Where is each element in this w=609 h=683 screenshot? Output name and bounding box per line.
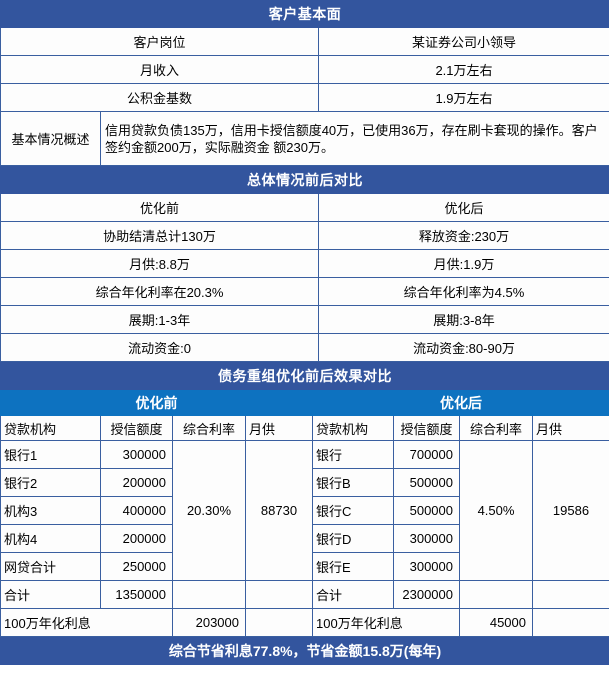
table-row: 月供:8.8万 月供:1.9万 <box>0 249 609 278</box>
table-row: 月收入 2.1万左右 <box>0 55 609 84</box>
after-total-amount: 2300000 <box>393 580 460 609</box>
after-amount-3: 300000 <box>393 524 460 553</box>
overall-title: 总体情况前后对比 <box>0 166 609 194</box>
overall-after-2: 综合年化利率为4.5% <box>318 277 609 306</box>
before-institution-2: 机构3 <box>0 496 101 525</box>
after-institution-1: 银行B <box>312 468 394 497</box>
before-total-rate-blank <box>172 580 246 609</box>
debt-detail-table: 债务重组优化前后效果对比 优化前 优化后 贷款机构 授信额度 综合利率 月供 贷… <box>0 362 609 665</box>
col-header-before-credit: 授信额度 <box>100 415 173 441</box>
basic-info-title: 客户基本面 <box>0 0 609 28</box>
before-interest-blank <box>245 608 313 637</box>
overall-title-row: 总体情况前后对比 <box>0 166 609 194</box>
col-header-after-payment: 月供 <box>532 415 609 441</box>
overall-after-4: 流动资金:80-90万 <box>318 333 609 362</box>
basic-summary-text: 信用贷款负债135万，信用卡授信额度40万，已使用36万，存在刷卡套现的操作。客… <box>100 111 609 166</box>
overall-after-0: 释放资金:230万 <box>318 221 609 250</box>
before-amount-3: 200000 <box>100 524 173 553</box>
after-institution-3: 银行D <box>312 524 394 553</box>
basic-row-label-1: 月收入 <box>0 55 319 84</box>
detail-title-row: 债务重组优化前后效果对比 <box>0 362 609 390</box>
before-total-label: 合计 <box>0 580 101 609</box>
basic-summary-row: 基本情况概述 信用贷款负债135万，信用卡授信额度40万，已使用36万，存在刷卡… <box>0 111 609 166</box>
before-amount-4: 250000 <box>100 552 173 581</box>
after-payment-value: 19586 <box>532 440 609 581</box>
table-row: 客户岗位 某证券公司小领导 <box>0 27 609 56</box>
after-institution-4: 银行E <box>312 552 394 581</box>
after-interest-label: 100万年化利息 <box>312 608 460 637</box>
before-interest-label: 100万年化利息 <box>0 608 173 637</box>
footer-row: 综合节省利息77.8%，节省金额15.8万(每年) <box>0 636 609 665</box>
after-rate-value: 4.50% <box>459 440 533 581</box>
overall-header-row: 优化前 优化后 <box>0 193 609 222</box>
table-row: 综合年化利率在20.3% 综合年化利率为4.5% <box>0 277 609 306</box>
after-total-rate-blank <box>459 580 533 609</box>
basic-summary-label: 基本情况概述 <box>0 111 101 166</box>
before-institution-0: 银行1 <box>0 440 101 469</box>
col-header-after-credit: 授信额度 <box>393 415 460 441</box>
after-amount-4: 300000 <box>393 552 460 581</box>
table-row: 银行2 200000 银行B 500000 <box>0 468 609 497</box>
detail-title: 债务重组优化前后效果对比 <box>0 362 609 390</box>
savings-summary: 综合节省利息77.8%，节省金额15.8万(每年) <box>0 636 609 665</box>
before-amount-2: 400000 <box>100 496 173 525</box>
before-institution-3: 机构4 <box>0 524 101 553</box>
after-total-label: 合计 <box>312 580 394 609</box>
table-row: 机构3 400000 银行C 500000 <box>0 496 609 525</box>
table-row: 展期:1-3年 展期:3-8年 <box>0 305 609 334</box>
table-row: 流动资金:0 流动资金:80-90万 <box>0 333 609 362</box>
after-interest-value: 45000 <box>459 608 533 637</box>
detail-subheader-row: 优化前 优化后 <box>0 389 609 416</box>
before-payment-value: 88730 <box>245 440 313 581</box>
table-row: 银行1 300000 20.30% 88730 银行 700000 4.50% … <box>0 440 609 581</box>
col-header-after-rate: 综合利率 <box>459 415 533 441</box>
basic-row-value-2: 1.9万左右 <box>318 83 609 112</box>
after-amount-0: 700000 <box>393 440 460 469</box>
overall-before-4: 流动资金:0 <box>0 333 319 362</box>
basic-info-title-row: 客户基本面 <box>0 0 609 28</box>
overall-before-2: 综合年化利率在20.3% <box>0 277 319 306</box>
before-institution-4: 网贷合计 <box>0 552 101 581</box>
basic-row-label-0: 客户岗位 <box>0 27 319 56</box>
before-total-amount: 1350000 <box>100 580 173 609</box>
overall-after-header: 优化后 <box>318 193 609 222</box>
table-row: 公积金基数 1.9万左右 <box>0 83 609 112</box>
overall-before-3: 展期:1-3年 <box>0 305 319 334</box>
before-rate-value: 20.30% <box>172 440 246 581</box>
after-interest-blank <box>532 608 609 637</box>
table-row: 机构4 200000 银行D 300000 <box>0 524 609 553</box>
before-total-payment-blank <box>245 580 313 609</box>
basic-row-label-2: 公积金基数 <box>0 83 319 112</box>
after-institution-0: 银行 <box>312 440 394 469</box>
before-amount-1: 200000 <box>100 468 173 497</box>
overall-before-1: 月供:8.8万 <box>0 249 319 278</box>
detail-total-row: 合计 1350000 合计 2300000 <box>0 580 609 609</box>
basic-row-value-0: 某证券公司小领导 <box>318 27 609 56</box>
before-institution-1: 银行2 <box>0 468 101 497</box>
overall-before-0: 协助结清总计130万 <box>0 221 319 250</box>
overall-compare-table: 总体情况前后对比 优化前 优化后 协助结清总计130万 释放资金:230万 月供… <box>0 166 609 362</box>
col-header-before-institution: 贷款机构 <box>0 415 101 441</box>
basic-info-table: 客户基本面 客户岗位 某证券公司小领导 月收入 2.1万左右 公积金基数 1.9… <box>0 0 609 166</box>
after-institution-2: 银行C <box>312 496 394 525</box>
basic-row-value-1: 2.1万左右 <box>318 55 609 84</box>
table-row: 网贷合计 250000 银行E 300000 <box>0 552 609 581</box>
detail-before-header: 优化前 <box>0 389 313 416</box>
overall-before-header: 优化前 <box>0 193 319 222</box>
after-amount-2: 500000 <box>393 496 460 525</box>
col-header-after-institution: 贷款机构 <box>312 415 394 441</box>
overall-after-1: 月供:1.9万 <box>318 249 609 278</box>
table-row: 协助结清总计130万 释放资金:230万 <box>0 221 609 250</box>
detail-after-header: 优化后 <box>312 389 609 416</box>
detail-interest-row: 100万年化利息 203000 100万年化利息 45000 <box>0 608 609 637</box>
before-interest-value: 203000 <box>172 608 246 637</box>
after-total-payment-blank <box>532 580 609 609</box>
before-amount-0: 300000 <box>100 440 173 469</box>
after-amount-1: 500000 <box>393 468 460 497</box>
detail-column-header-row: 贷款机构 授信额度 综合利率 月供 贷款机构 授信额度 综合利率 月供 <box>0 415 609 441</box>
col-header-before-rate: 综合利率 <box>172 415 246 441</box>
overall-after-3: 展期:3-8年 <box>318 305 609 334</box>
col-header-before-payment: 月供 <box>245 415 313 441</box>
